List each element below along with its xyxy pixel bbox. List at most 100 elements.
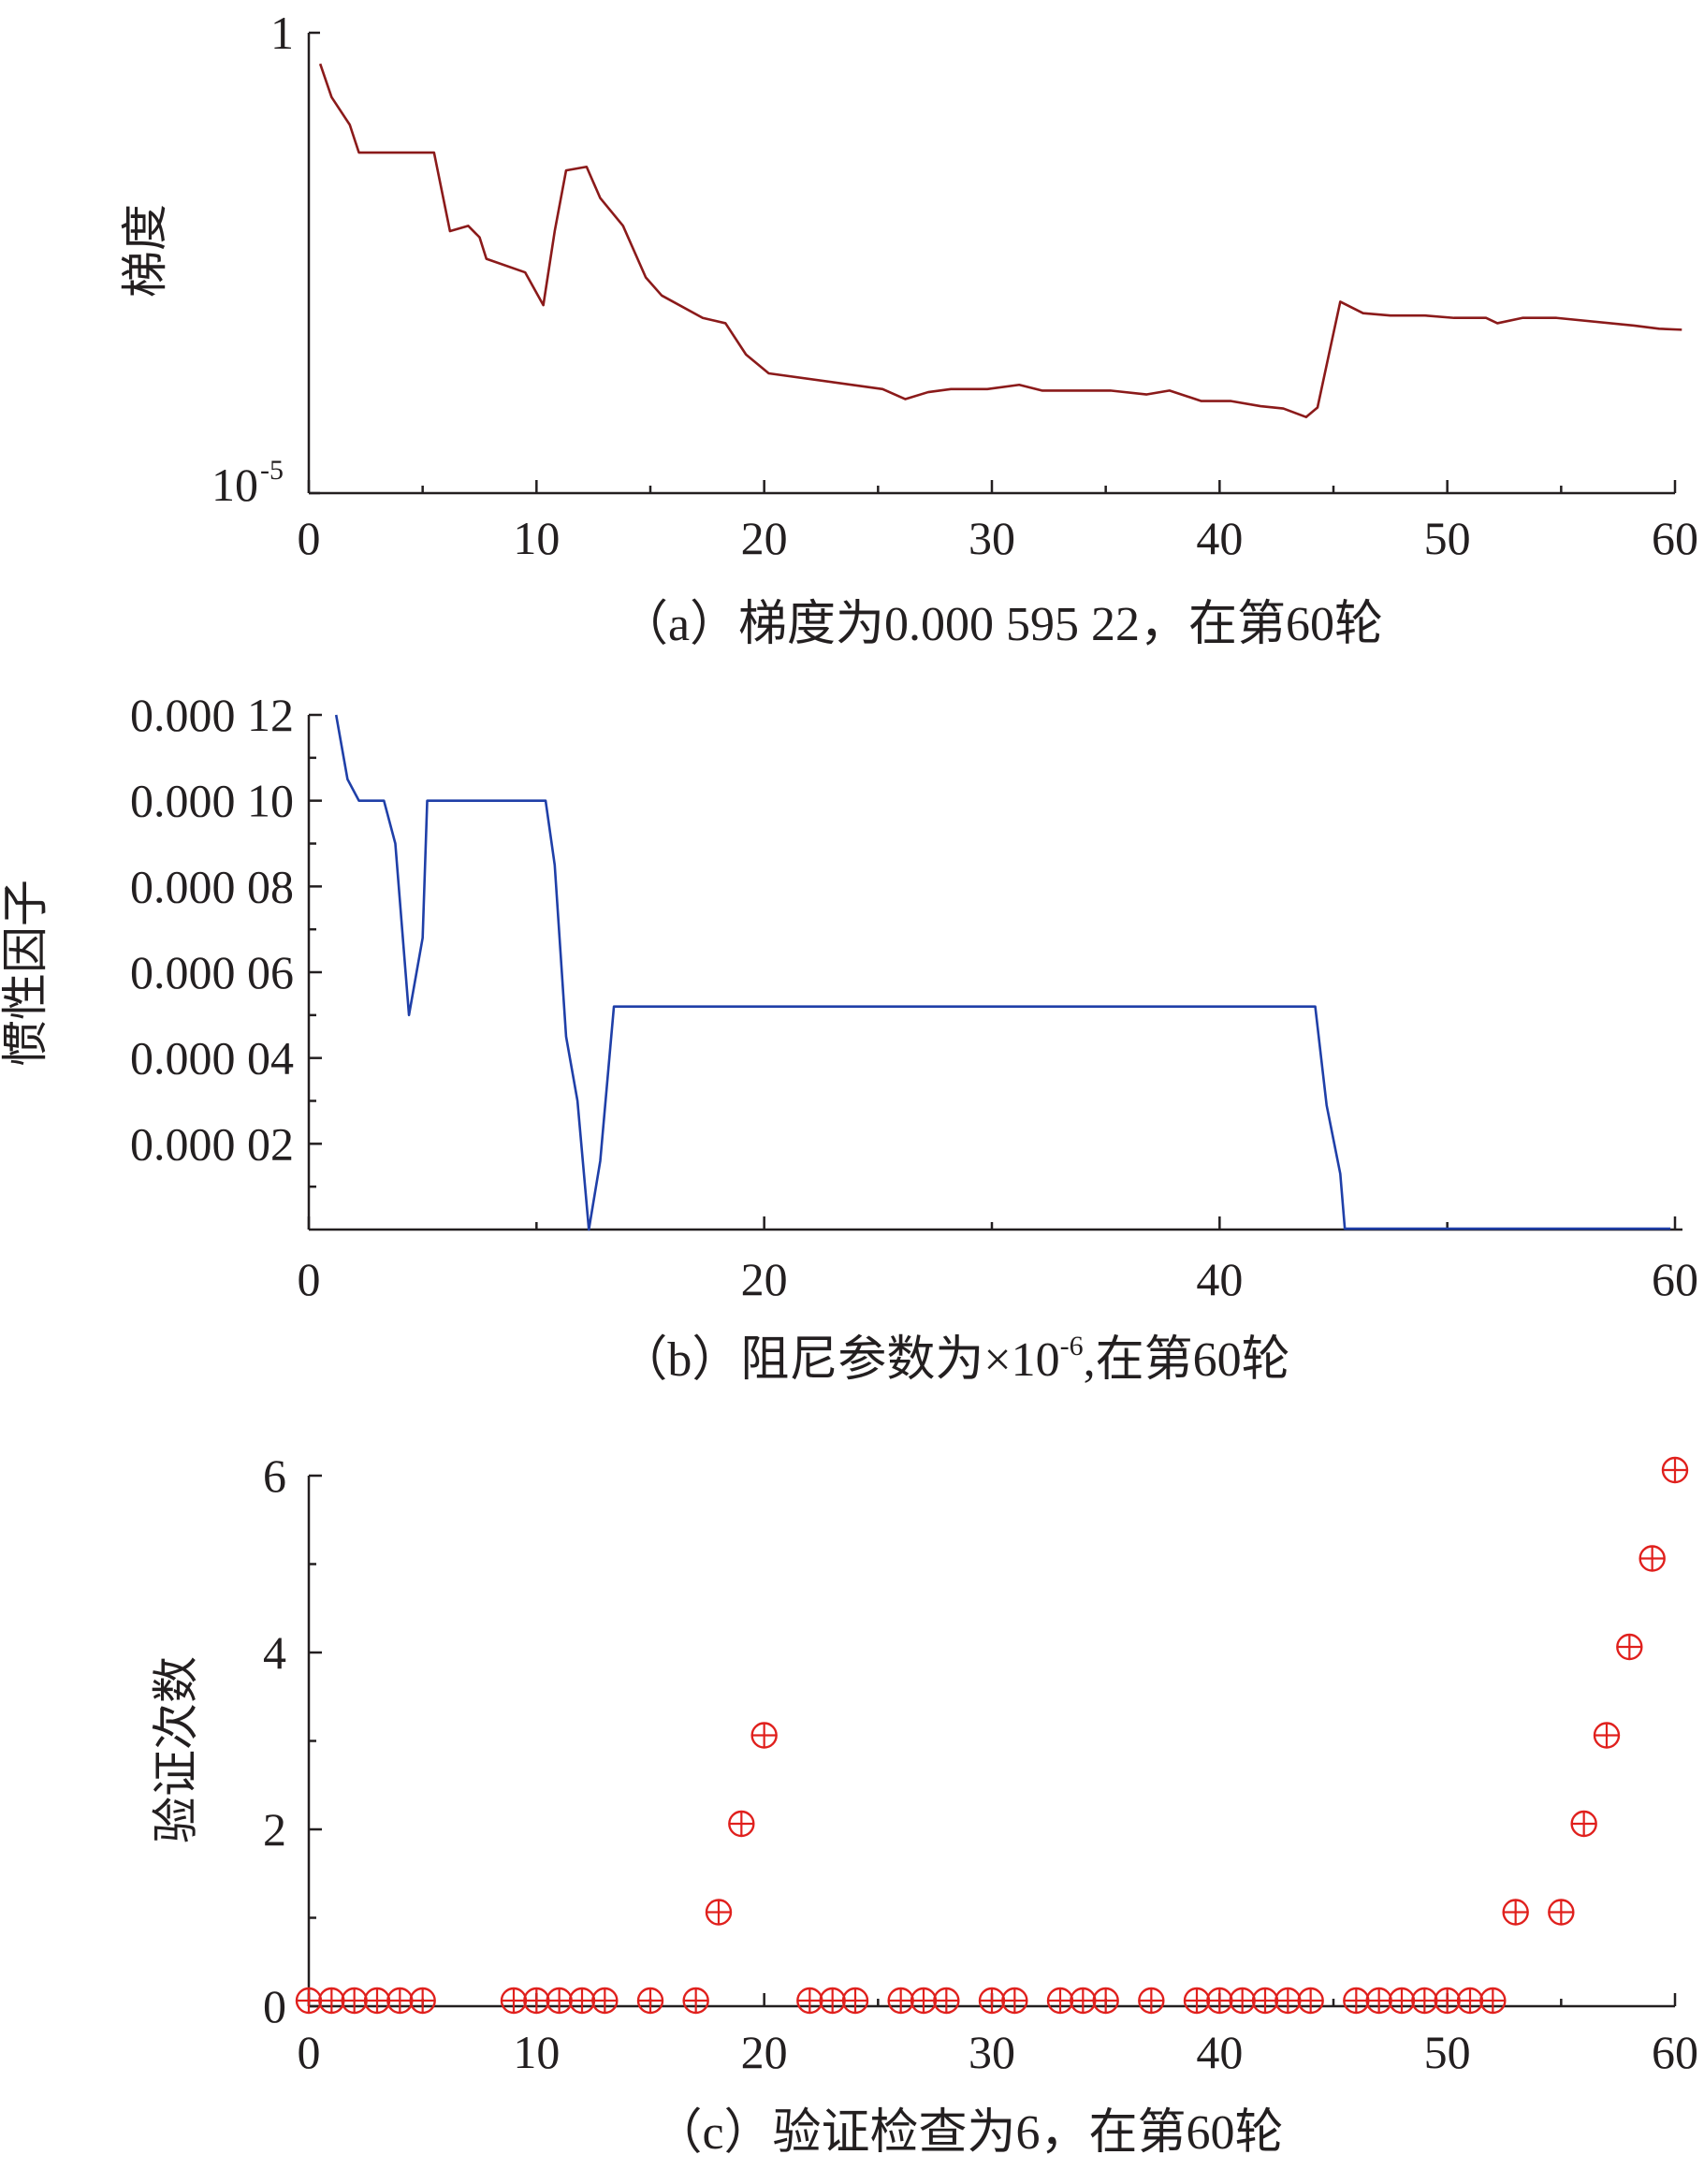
panel-b-y-tick-label: 0.000 02 bbox=[130, 1117, 294, 1170]
panel-c-point bbox=[1297, 1987, 1324, 2015]
panel-c-y-ticks: 0 2 4 6 bbox=[263, 1449, 322, 2032]
panel-c-point bbox=[1456, 1987, 1484, 2015]
panel-a: 0 10 20 30 40 50 60 1 10 -5 梯度 （a）梯度为0.000 595… bbox=[119, 7, 1698, 651]
panel-b-x-tick-label: 40 bbox=[1196, 1253, 1243, 1305]
panel-a-x-tick-label: 40 bbox=[1196, 512, 1243, 564]
panel-c-point bbox=[1092, 1987, 1119, 2015]
panel-a-y-tick-label-bottom: 10 bbox=[211, 459, 258, 511]
panel-c-y-tick-label: 4 bbox=[263, 1626, 286, 1679]
panel-c-point bbox=[318, 1987, 345, 2015]
panel-c-point bbox=[1274, 1987, 1302, 2015]
panel-b-y-ticks: 0.000 02 0.000 04 0.000 06 0.000 08 0.000 10… bbox=[130, 689, 322, 1188]
panel-c-point bbox=[728, 1810, 755, 1838]
panel-c-x-tick-label: 0 bbox=[298, 2026, 321, 2078]
panel-c-point bbox=[1434, 1987, 1461, 2015]
panel-b-y-tick-label: 0.000 04 bbox=[130, 1032, 294, 1085]
panel-b-y-tick-label: 0.000 10 bbox=[130, 775, 294, 827]
panel-c-point bbox=[750, 1722, 778, 1749]
panel-c-x-tick-label: 60 bbox=[1652, 2026, 1698, 2078]
panel-c-point bbox=[500, 1987, 528, 2015]
panel-b-caption-exponent: -6 bbox=[1060, 1331, 1084, 1361]
panel-c-x-tick-label: 20 bbox=[741, 2026, 788, 2078]
panel-a-x-tick-label: 20 bbox=[741, 512, 788, 564]
panel-c: 0 10 20 30 40 50 60 0 2 4 6 验证次数 （c）验证检查为6，在第60轮 bbox=[150, 1449, 1698, 2160]
panel-c-point bbox=[1570, 1810, 1597, 1838]
panel-c-point bbox=[1251, 1987, 1279, 2015]
panel-c-x-tick-label: 30 bbox=[969, 2026, 1015, 2078]
panel-c-point bbox=[1229, 1987, 1256, 2015]
panel-a-x-tick-label: 50 bbox=[1424, 512, 1471, 564]
panel-b-x-ticks: 0 20 40 60 bbox=[298, 1216, 1698, 1305]
panel-c-point bbox=[363, 1987, 391, 2015]
panel-c-point bbox=[1661, 1456, 1689, 1484]
panel-c-point bbox=[1548, 1899, 1575, 1926]
panel-c-point bbox=[1138, 1987, 1165, 2015]
panel-c-point bbox=[819, 1987, 846, 2015]
panel-c-point bbox=[523, 1987, 550, 2015]
panel-b-x-tick-label: 0 bbox=[298, 1253, 321, 1305]
panel-b: 0 20 40 60 0.000 02 0.000 04 0.000 06 0.000 08… bbox=[0, 689, 1698, 1387]
panel-c-point bbox=[636, 1987, 664, 2015]
panel-c-point bbox=[682, 1987, 709, 2015]
panel-a-y-tick-label-top: 1 bbox=[270, 7, 294, 59]
panel-c-point bbox=[841, 1987, 869, 2015]
panel-c-point bbox=[705, 1899, 733, 1926]
panel-b-y-tick-label: 0.000 12 bbox=[130, 689, 294, 741]
panel-a-x-tick-label: 30 bbox=[969, 512, 1015, 564]
panel-b-y-tick-label: 0.000 06 bbox=[130, 946, 294, 998]
panel-c-y-tick-label: 2 bbox=[263, 1803, 286, 1856]
panel-c-point bbox=[1388, 1987, 1416, 2015]
panel-c-point bbox=[887, 1987, 914, 2015]
panel-c-point bbox=[1206, 1987, 1233, 2015]
panel-a-series-line bbox=[318, 63, 1682, 419]
panel-c-y-label: 验证次数 bbox=[150, 1656, 202, 1843]
panel-c-point bbox=[591, 1987, 619, 2015]
panel-c-x-ticks: 0 10 20 30 40 50 60 bbox=[298, 1993, 1698, 2078]
panel-c-point bbox=[386, 1987, 414, 2015]
panel-a-x-tick-label: 10 bbox=[513, 512, 560, 564]
panel-b-caption-tail: ,在第60轮 bbox=[1084, 1333, 1290, 1387]
panel-c-point bbox=[1183, 1987, 1211, 2015]
panel-c-point bbox=[1070, 1987, 1097, 2015]
panel-c-point bbox=[1638, 1545, 1666, 1572]
panel-c-x-tick-label: 50 bbox=[1424, 2026, 1471, 2078]
panel-b-x-tick-label: 60 bbox=[1652, 1253, 1698, 1305]
panel-c-point bbox=[546, 1987, 573, 2015]
panel-c-point bbox=[1411, 1987, 1438, 2015]
panel-c-point bbox=[1365, 1987, 1392, 2015]
panel-c-point bbox=[1502, 1899, 1529, 1926]
panel-c-point bbox=[568, 1987, 596, 2015]
panel-c-y-tick-label: 0 bbox=[263, 1980, 286, 2032]
panel-c-y-tick-label: 6 bbox=[263, 1449, 286, 1502]
panel-c-x-tick-label: 10 bbox=[513, 2026, 560, 2078]
panel-b-y-label: 惯性因子 bbox=[0, 880, 51, 1067]
panel-a-caption: （a）梯度为0.000 595 22，在第60轮 bbox=[619, 598, 1383, 651]
panel-a-x-ticks: 0 10 20 30 40 50 60 bbox=[298, 480, 1698, 564]
panel-a-y-tick-label-bottom-exponent: -5 bbox=[260, 455, 284, 486]
panel-c-point bbox=[1593, 1722, 1621, 1749]
panel-b-caption: （b）阻尼参数为×10-6,在第60轮 bbox=[619, 1331, 1289, 1387]
panel-c-point bbox=[295, 1987, 323, 2015]
panel-a-x-tick-label: 60 bbox=[1652, 512, 1698, 564]
panel-a-y-label: 梯度 bbox=[119, 204, 171, 298]
panel-c-point bbox=[933, 1987, 960, 2015]
panel-b-y-tick-label: 0.000 08 bbox=[130, 860, 294, 912]
panel-c-point bbox=[341, 1987, 368, 2015]
panel-c-caption: （c）验证检查为6，在第60轮 bbox=[653, 2106, 1283, 2160]
panel-b-series-line bbox=[334, 714, 1671, 1231]
panel-c-point bbox=[409, 1987, 436, 2015]
panel-c-x-tick-label: 40 bbox=[1196, 2026, 1243, 2078]
panel-c-point bbox=[1616, 1633, 1643, 1661]
panel-b-x-tick-label: 20 bbox=[741, 1253, 788, 1305]
panel-c-point bbox=[1046, 1987, 1074, 2015]
panel-c-point bbox=[796, 1987, 823, 2015]
panel-c-points bbox=[295, 1456, 1689, 2015]
panel-c-point bbox=[910, 1987, 938, 2015]
panel-c-point bbox=[1001, 1987, 1028, 2015]
panel-c-point bbox=[1343, 1987, 1370, 2015]
panel-a-x-tick-label: 0 bbox=[298, 512, 321, 564]
panel-b-caption-main: （b）阻尼参数为×10 bbox=[619, 1333, 1059, 1387]
panel-c-point bbox=[1479, 1987, 1507, 2015]
panel-c-point bbox=[978, 1987, 1006, 2015]
